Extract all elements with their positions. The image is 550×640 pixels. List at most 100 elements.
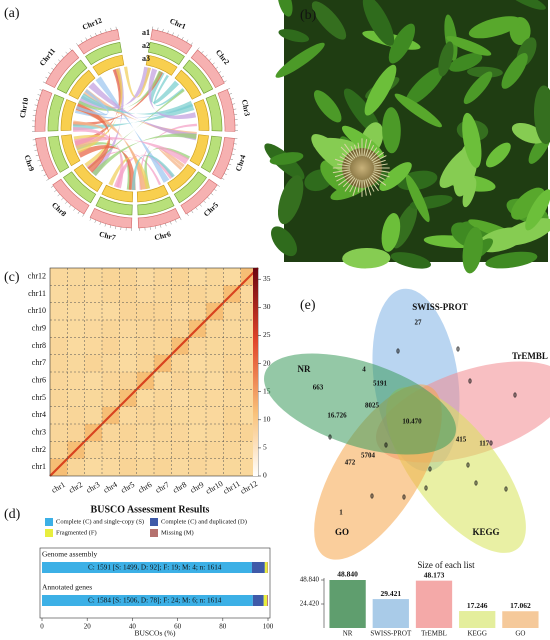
leaf (446, 36, 492, 56)
bar (459, 611, 496, 628)
leaf (405, 67, 445, 106)
heatmap-cell (67, 285, 85, 303)
y-tick-label: 48.840 (300, 576, 320, 584)
scale-tick (45, 76, 49, 79)
heatmap-cell (84, 337, 102, 355)
chromosome-track (35, 137, 58, 180)
region-count: 10.470 (402, 418, 422, 426)
leaf (381, 213, 401, 252)
scale-tick (170, 221, 172, 225)
heatmap-cell (67, 406, 85, 424)
link-ribbon (73, 104, 195, 131)
scale-tick (199, 204, 202, 207)
scale-tick (215, 66, 219, 69)
heatmap-cell (136, 285, 154, 303)
scale-tick (160, 224, 162, 228)
chromosome-track (173, 171, 207, 204)
region-count: 0 (466, 462, 470, 470)
heatmap-cell (171, 372, 189, 390)
panel-label: (d) (4, 507, 21, 522)
scale-tick (46, 178, 50, 181)
scale-tick (210, 192, 214, 196)
heatmap-cell (154, 424, 172, 442)
spike (372, 155, 387, 163)
leaf (275, 42, 325, 78)
chromosome-track (77, 29, 120, 55)
heatmap-cell (102, 268, 120, 286)
chromosome-track (52, 178, 90, 215)
scale-tick (39, 164, 43, 167)
heatmap-cell (171, 458, 189, 476)
region-count: 0 (504, 486, 508, 494)
spike (334, 171, 351, 178)
leaf (271, 226, 298, 257)
link-ribbon (148, 68, 197, 120)
scale-tick (51, 67, 54, 70)
heatmap-cell (154, 268, 172, 286)
set-label: SWISS-PROT (412, 302, 468, 312)
leaf (485, 142, 511, 168)
chromosome-track (189, 134, 209, 167)
legend-swatch (150, 529, 158, 537)
chromosome-track (150, 29, 193, 55)
region-count: 0 (370, 493, 374, 501)
chromosome-track (48, 135, 70, 173)
heatmap-cell (67, 337, 85, 355)
chromosome-track (101, 184, 134, 203)
chart-title: BUSCO Assessment Results (91, 504, 210, 515)
x-tick-label: chr3 (85, 480, 102, 495)
heatmap-cell (50, 337, 68, 355)
x-tick-label: chr6 (137, 480, 154, 495)
region-count: 0 (474, 480, 478, 488)
bar-segment (42, 562, 252, 573)
y-tick-label: chr9 (32, 323, 46, 332)
heatmap-cell (136, 268, 154, 286)
spike (332, 169, 351, 174)
scale-tick (162, 28, 164, 32)
scale-tick (226, 168, 230, 171)
leaf (462, 177, 477, 208)
chart-title: Size of each list (417, 560, 475, 570)
heatmap-cell (223, 441, 241, 459)
region-count: 8025 (365, 402, 380, 410)
set-label: TrEMBL (512, 351, 548, 361)
scale-tick (35, 99, 39, 101)
heatmap-cell (206, 372, 224, 390)
scale-tick (230, 158, 234, 161)
link-ribbon (154, 74, 185, 107)
chromosome-track (145, 54, 178, 76)
scale-tick (167, 30, 169, 34)
heatmap-cell (154, 320, 172, 338)
heatmap-cell (119, 406, 137, 424)
heatmap-cell (50, 406, 68, 424)
spike (344, 177, 356, 192)
scale-tick (172, 32, 174, 36)
spike (357, 142, 361, 157)
heatmap-cell (154, 302, 172, 320)
link-ribbon (108, 157, 150, 190)
spike (371, 174, 387, 186)
scale-tick (33, 109, 37, 111)
heatmap-cell (223, 406, 241, 424)
leaf (462, 227, 483, 274)
scale-tick (223, 173, 227, 175)
scale-tick (61, 197, 64, 201)
region-count: 27 (415, 319, 423, 327)
scale-tick (69, 48, 72, 51)
value-label: 29.421 (380, 589, 401, 598)
heatmap-cell (50, 302, 68, 320)
heatmap-cell (136, 389, 154, 407)
x-tick-label: GO (515, 630, 525, 638)
bar (415, 580, 453, 628)
scale-tick (43, 174, 47, 177)
region-count: 5704 (361, 452, 376, 460)
region-count: 0 (328, 434, 332, 442)
heatmap-cell (154, 458, 172, 476)
scale-tick (90, 35, 92, 38)
heatmap-cell (84, 441, 102, 459)
scale-tick (208, 58, 212, 61)
heatmap-cell (102, 458, 120, 476)
x-tick-label: chr1 (50, 480, 67, 495)
x-tick-label: 20 (84, 623, 92, 631)
x-tick-label: chr2 (67, 480, 84, 495)
